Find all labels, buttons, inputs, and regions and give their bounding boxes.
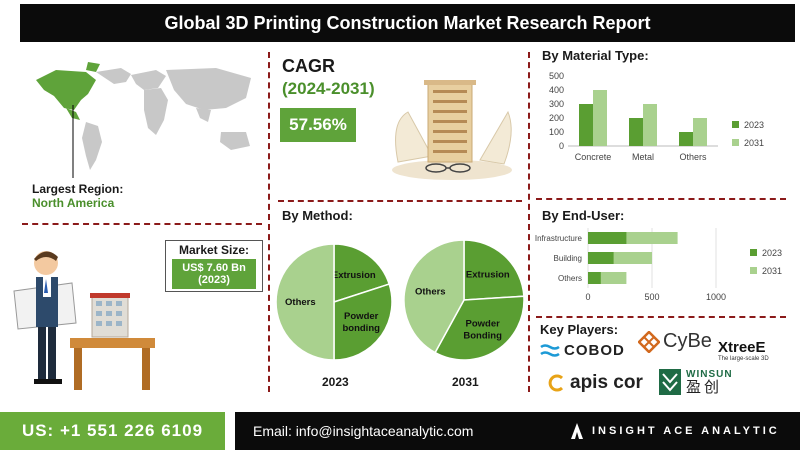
pie-label: Extrusion <box>466 270 510 281</box>
y-tick-label: Infrastructure <box>535 234 583 243</box>
xtreee-tagline: The large-scale 3D <box>718 356 769 362</box>
divider-enduser <box>536 316 786 318</box>
largest-region-value: North America <box>32 196 115 210</box>
enduser-bar-chart: 0 500 1000 Infrastructure Building Others 2023… <box>535 228 782 302</box>
hbar-2023-others <box>588 272 601 284</box>
y-tick-label: Others <box>558 274 582 283</box>
footer-email[interactable]: Email: info@insightaceanalytic.com <box>235 412 570 450</box>
material-bar-chart: 0 100 200 300 400 500 Concrete Metal Others 2023 2… <box>549 71 764 162</box>
market-size-panel: Market Size: US$ 7.60 Bn (2023) <box>165 240 263 292</box>
y-tick-label: 200 <box>549 113 564 123</box>
apis-cor-name: apis cor <box>570 372 643 393</box>
pie-slice-extrusion <box>333 243 391 304</box>
legend-swatch-2031 <box>732 139 739 146</box>
enduser-chart-title: By End-User: <box>542 208 625 223</box>
report-title: Global 3D Printing Construction Market R… <box>20 4 795 42</box>
y-tick-label: 100 <box>549 127 564 137</box>
bar-2031-concrete <box>593 90 607 146</box>
bar-2031-others <box>693 118 707 146</box>
pie-slice-others <box>275 243 335 361</box>
pie-slice-powder-bonding <box>333 283 393 361</box>
pie-label: Others <box>415 286 446 297</box>
bar-2023-metal <box>629 118 643 146</box>
footer: US: +1 551 226 6109 Email: info@insighta… <box>0 412 800 450</box>
market-size-year: (2023) <box>198 274 230 286</box>
winsun-logo: WINSUN 盈创 <box>658 368 733 396</box>
method-year-2023: 2023 <box>322 375 349 389</box>
pie-slice-powder-bonding <box>434 295 525 361</box>
hbar-2023-building <box>588 252 614 264</box>
divider-material <box>536 198 786 200</box>
market-size-value-box: US$ 7.60 Bn (2023) <box>172 259 256 289</box>
cobod-name: COBOD <box>564 342 625 359</box>
legend-label: 2023 <box>744 120 764 130</box>
method-pie-2031: Extrusion Powder Bonding Others <box>403 239 525 361</box>
key-players-label: Key Players: <box>540 322 619 337</box>
x-tick-label: Others <box>679 152 707 162</box>
xtreee-name: XtreeE <box>718 339 766 356</box>
divider-right <box>528 52 530 392</box>
cybe-name: CyBe <box>663 330 712 352</box>
pie-slice-extrusion <box>463 239 525 301</box>
pie-label: Powder Bonding <box>463 318 502 341</box>
divider-region <box>22 223 262 225</box>
method-year-2031: 2031 <box>452 375 479 389</box>
winsun-name: WINSUN <box>686 368 733 380</box>
legend-swatch-2023 <box>750 249 757 256</box>
cagr-value: 57.56% <box>280 108 356 142</box>
brand-a-icon <box>571 423 583 439</box>
legend-label: 2031 <box>762 266 782 276</box>
businessman-illustration <box>13 251 155 390</box>
bar-2023-others <box>679 132 693 146</box>
winsun-chinese: 盈创 <box>686 378 723 396</box>
bar-2031-metal <box>643 104 657 146</box>
y-tick-label: 400 <box>549 85 564 95</box>
hbar-2023-infrastructure <box>588 232 627 244</box>
cagr-period: (2024-2031) <box>282 79 375 98</box>
method-pie-2023: Extrusion Powder bonding Others <box>275 243 393 361</box>
market-size-label: Market Size: <box>178 243 250 257</box>
market-size-value: US$ 7.60 Bn <box>182 262 246 274</box>
x-tick-label: 0 <box>585 292 590 302</box>
building-illustration <box>392 80 512 180</box>
footer-phone[interactable]: US: +1 551 226 6109 <box>0 412 225 450</box>
winsun-icon <box>659 369 681 395</box>
y-tick-label: Building <box>554 254 582 263</box>
divider-cagr <box>278 200 522 202</box>
legend-swatch-2023 <box>732 121 739 128</box>
x-tick-label: 1000 <box>706 292 726 302</box>
legend-swatch-2031 <box>750 267 757 274</box>
x-tick-label: Metal <box>632 152 654 162</box>
footer-brand-name: INSIGHT ACE ANALYTIC <box>592 425 780 437</box>
bar-2023-concrete <box>579 104 593 146</box>
pie-label: Others <box>285 297 316 308</box>
largest-region-label: Largest Region: <box>32 182 124 196</box>
apis-cor-logo: apis cor <box>548 372 643 394</box>
xtreee-logo: XtreeE The large-scale 3D <box>718 340 769 362</box>
x-tick-label: 500 <box>644 292 659 302</box>
x-tick-label: Concrete <box>575 152 612 162</box>
legend-label: 2023 <box>762 248 782 258</box>
cagr-label: CAGR <box>282 56 335 76</box>
y-tick-label: 300 <box>549 99 564 109</box>
cobod-wave-icon <box>540 343 560 357</box>
pie-slice-others <box>403 239 465 354</box>
world-map <box>36 62 251 178</box>
method-chart-title: By Method: <box>282 208 353 223</box>
footer-brand: INSIGHT ACE ANALYTIC <box>570 412 800 450</box>
cybe-knot-icon <box>638 330 660 353</box>
cobod-logo: COBOD <box>540 342 625 359</box>
divider-left <box>268 52 270 392</box>
cybe-logo: CyBe <box>638 330 712 353</box>
y-tick-label: 0 <box>559 141 564 151</box>
y-tick-label: 500 <box>549 71 564 81</box>
apis-cor-icon <box>548 374 564 392</box>
material-chart-title: By Material Type: <box>542 48 649 63</box>
pie-label: Powder bonding <box>342 311 380 334</box>
pie-label: Extrusion <box>332 270 376 281</box>
legend-label: 2031 <box>744 138 764 148</box>
